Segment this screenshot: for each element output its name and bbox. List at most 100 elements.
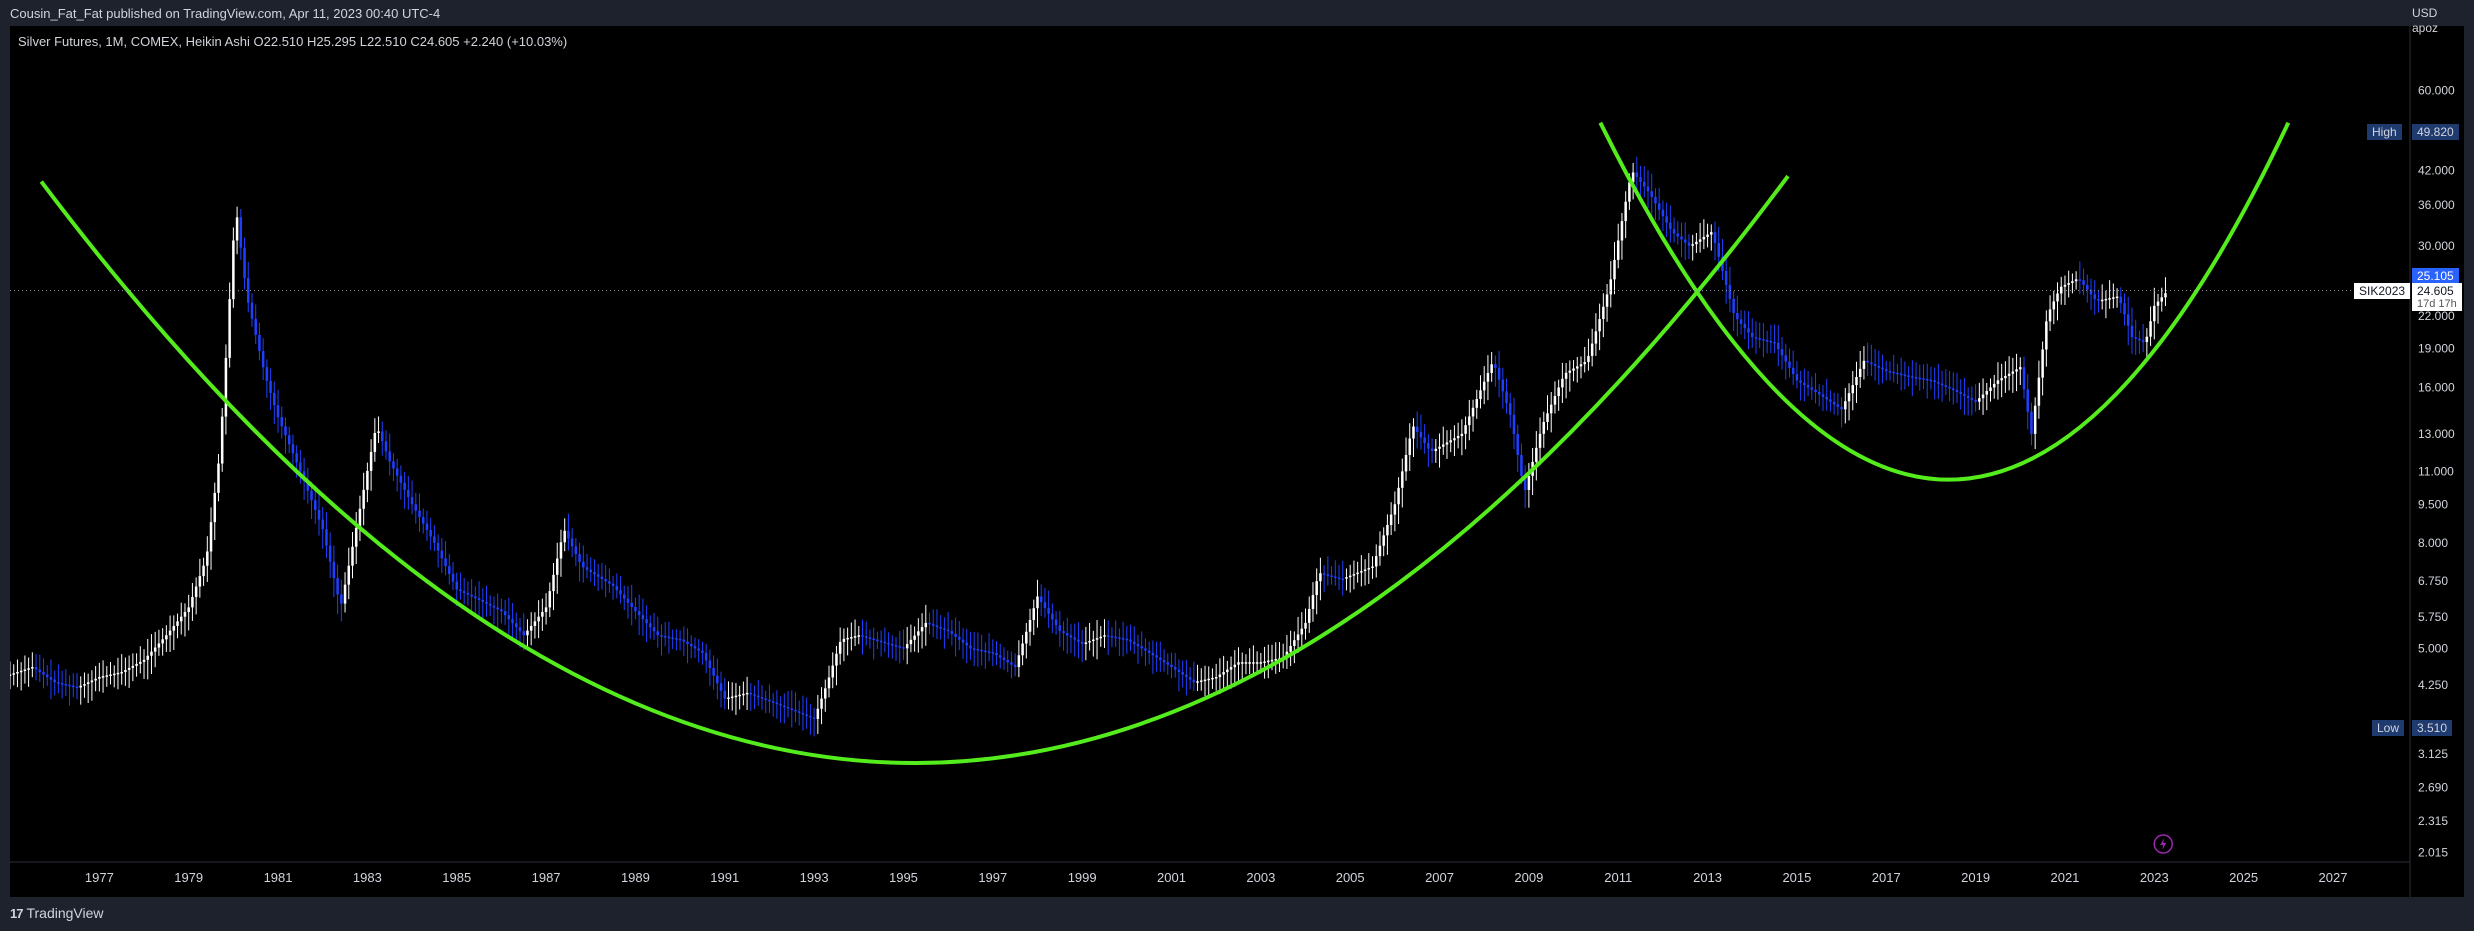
bar-countdown: 17d 17h (2417, 297, 2457, 310)
candle-body (2071, 281, 2074, 284)
candle-body (634, 606, 637, 612)
candle-body (53, 679, 56, 683)
y-tick-label: 16.000 (2418, 380, 2455, 394)
candle-body (507, 615, 511, 620)
candle-body (972, 648, 976, 650)
candle-body (1017, 655, 1021, 668)
candle-body (94, 678, 97, 681)
candle-body (1639, 177, 1642, 182)
candle-body (1736, 312, 1739, 320)
x-tick-label: 2027 (2319, 870, 2348, 885)
candle-body (1304, 622, 1307, 629)
candle-body (202, 565, 205, 577)
candle-body (362, 489, 365, 509)
x-tick-label: 2023 (2140, 870, 2169, 885)
chart-area[interactable]: 1977 1979 1981 1983 1985 1987 1989 1991 1993 1995… (10, 26, 2464, 897)
candle-body (112, 673, 116, 676)
candle-body (2074, 279, 2078, 282)
candle-body (1750, 332, 1754, 338)
candle-body (75, 686, 79, 689)
candle-body (1360, 571, 1363, 573)
candle-body (399, 475, 403, 483)
candle-body (771, 701, 775, 703)
candle-body (1885, 369, 1888, 372)
price-chart[interactable]: 1977 1979 1981 1983 1985 1987 1989 1991 1993 1995… (10, 26, 2464, 897)
x-tick-label: 2009 (1514, 870, 1543, 885)
candle-body (1237, 662, 1240, 665)
tradingview-logo[interactable]: 17 TradingView (10, 905, 104, 921)
candle-body (1691, 244, 1694, 246)
x-tick-label: 1983 (353, 870, 382, 885)
arc-curve (39, 174, 1790, 765)
candle-body (358, 508, 362, 528)
candle-body (2108, 298, 2111, 300)
candle-body (1825, 396, 1828, 400)
candle-body (1389, 514, 1393, 526)
candle-body (1393, 504, 1397, 515)
candle-body (429, 529, 432, 537)
candle-body (477, 598, 481, 601)
candle-body (1125, 638, 1129, 641)
candle-body (608, 581, 611, 584)
candle-body (2156, 301, 2160, 306)
x-tick-label: 1999 (1068, 870, 1097, 885)
candle-body (1643, 181, 1646, 187)
candle-body (604, 579, 607, 582)
candle-body (1080, 641, 1084, 644)
candle-body (682, 639, 686, 642)
candle-body (1062, 631, 1065, 634)
candle-body (1363, 569, 1367, 572)
candle-body (1147, 650, 1151, 653)
candle-body (172, 625, 176, 631)
candle-body (1240, 662, 1244, 664)
candle-body (433, 536, 436, 543)
candle-body (235, 217, 239, 241)
candle-body (2089, 289, 2093, 295)
candle-body (1747, 328, 1750, 333)
candle-body (850, 637, 853, 639)
candle-body (2078, 279, 2082, 281)
candle-body (745, 692, 749, 695)
top-bar: Cousin_Fat_Fat published on TradingView.… (0, 0, 2474, 26)
candle-body (1036, 596, 1039, 609)
candle-body (1229, 667, 1233, 670)
candle-body (1069, 635, 1073, 638)
candle-body (187, 607, 190, 613)
candle-body (2019, 367, 2022, 370)
candle-body (2063, 284, 2067, 287)
candle-body (1051, 613, 1054, 620)
candle-body (1646, 186, 1650, 192)
candle-body (786, 707, 790, 709)
candle-body (1732, 298, 1735, 313)
candle-body (1352, 574, 1356, 576)
candle-body (83, 683, 86, 686)
candle-body (2164, 293, 2167, 298)
candle-body (1937, 381, 1940, 384)
price-axis-panel (2410, 26, 2464, 897)
candle-body (943, 628, 946, 630)
candle-body (1710, 232, 1713, 235)
candle-body (913, 635, 916, 640)
candle-body (1952, 388, 1955, 391)
candle-body (1032, 608, 1036, 620)
candle-body (1449, 440, 1452, 443)
candle-body (742, 693, 745, 696)
candle-body (1322, 573, 1326, 575)
candle-body (868, 637, 872, 639)
candle-body (626, 598, 630, 603)
candle-body (701, 650, 704, 653)
candle-body (1966, 395, 1970, 398)
candle-body (816, 708, 820, 719)
candle-body (2004, 375, 2007, 379)
candle-body (1862, 360, 1866, 369)
candle-body (2100, 299, 2104, 302)
candle-body (2093, 294, 2096, 300)
candle-body (332, 561, 336, 579)
candle-body (153, 647, 157, 652)
candle-body (548, 591, 552, 608)
y-tick-label: 42.000 (2418, 164, 2455, 178)
candle-body (1523, 475, 1527, 490)
candle-body (1780, 349, 1784, 356)
candle-body (797, 711, 801, 713)
candle-body (1401, 471, 1404, 488)
